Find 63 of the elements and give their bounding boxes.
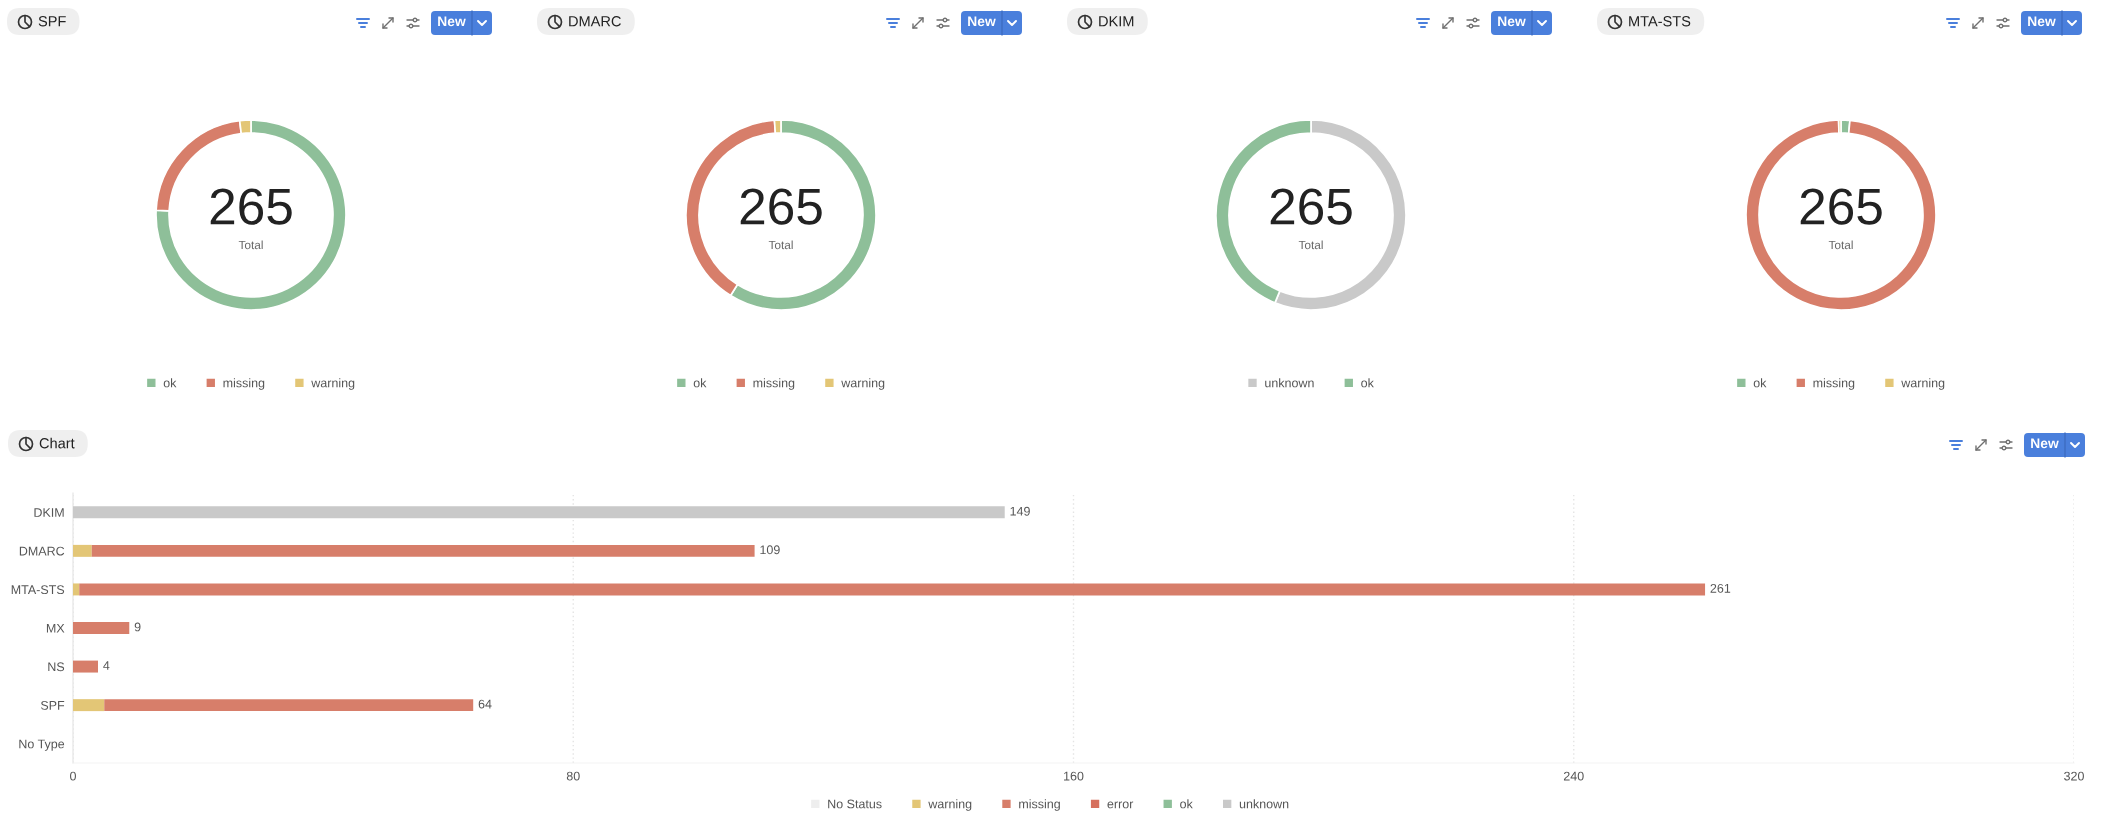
text: 265 (1800, 188, 1882, 225)
y-tick-label: No Type (19, 739, 65, 751)
x-tick-label: 80 (566, 771, 580, 781)
donut-slice (155, 119, 347, 311)
text: 265 (740, 188, 822, 225)
bar (73, 699, 105, 712)
bar (73, 506, 1005, 519)
legend-label: No Status (828, 799, 882, 809)
legend-label: warning (841, 378, 885, 390)
legend-label: error (1107, 801, 1134, 809)
legend-label: ok (1753, 378, 1767, 388)
text: New (2028, 16, 2056, 27)
bar (73, 583, 80, 596)
total-label: 9 (134, 622, 141, 632)
legend-label: warning (1901, 378, 1945, 390)
text: Total (238, 240, 263, 250)
bar (73, 622, 130, 634)
total-label: 149 (1010, 506, 1030, 516)
x-tick-label: 320 (2064, 771, 2084, 781)
total-label: 261 (1710, 583, 1731, 593)
y-tick-label: DKIM (34, 508, 64, 517)
text: Total (1828, 240, 1853, 250)
legend-label: ok (1361, 378, 1374, 388)
legend-label: warning (311, 378, 355, 390)
text: Total (1298, 240, 1323, 250)
legend-label: missing (223, 378, 265, 390)
total-label: 109 (760, 545, 780, 555)
x-tick-label: 0 (70, 771, 76, 781)
legend-label: missing (1813, 378, 1855, 390)
text: New (438, 16, 466, 27)
bar (73, 660, 99, 673)
x-tick-label: 160 (1064, 771, 1084, 781)
text: New (968, 16, 996, 27)
bar (104, 699, 474, 712)
legend-label: unknown (1239, 799, 1289, 809)
chart-title: DMARC (569, 16, 621, 27)
legend-label: missing (753, 378, 795, 390)
donut-slice (1745, 119, 1937, 311)
x-tick-label: 240 (1563, 771, 1584, 781)
text: New (1498, 16, 1526, 27)
total-label: 64 (478, 699, 492, 709)
y-tick-label: MX (46, 623, 65, 633)
chart-title: Chart (39, 437, 75, 449)
total-label: 4 (103, 661, 110, 670)
y-tick-label: SPF (40, 700, 65, 710)
legend-label: ok (693, 378, 707, 388)
legend-label: warning (928, 799, 972, 811)
y-tick-label: MTA-STS (11, 585, 65, 595)
y-tick-label: DMARC (19, 546, 65, 556)
text: Total (768, 240, 793, 250)
text: New (2031, 438, 2059, 449)
bar (79, 583, 1706, 596)
text: 265 (210, 188, 292, 225)
bar (91, 544, 755, 557)
legend-label: missing (1019, 799, 1060, 811)
legend-label: unknown (1265, 378, 1314, 388)
legend-label: ok (1180, 799, 1193, 809)
bar (73, 544, 92, 557)
chart-title: DKIM (1099, 16, 1134, 27)
legend-label: ok (163, 378, 177, 388)
chart-title: MTA-STS (1629, 16, 1691, 27)
y-tick-label: NS (48, 662, 65, 672)
text: 265 (1270, 188, 1352, 225)
